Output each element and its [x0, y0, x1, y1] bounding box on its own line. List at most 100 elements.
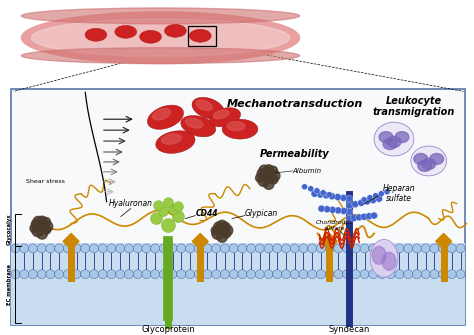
Circle shape — [367, 195, 373, 201]
Circle shape — [173, 202, 183, 212]
Circle shape — [369, 244, 378, 253]
Circle shape — [273, 244, 282, 253]
Circle shape — [377, 270, 386, 279]
Circle shape — [317, 270, 325, 279]
Text: Hyaluronan: Hyaluronan — [109, 199, 153, 208]
Circle shape — [212, 227, 224, 240]
Circle shape — [212, 270, 220, 279]
Ellipse shape — [411, 146, 447, 176]
Ellipse shape — [196, 100, 212, 111]
Circle shape — [301, 184, 308, 190]
Bar — [11, 244, 465, 325]
Circle shape — [64, 270, 73, 279]
Ellipse shape — [395, 132, 409, 143]
Circle shape — [72, 244, 81, 253]
Circle shape — [364, 198, 371, 205]
Circle shape — [203, 270, 212, 279]
Circle shape — [258, 175, 270, 187]
Circle shape — [378, 191, 384, 197]
Ellipse shape — [430, 153, 444, 164]
Circle shape — [264, 244, 273, 253]
Circle shape — [395, 270, 404, 279]
Polygon shape — [192, 233, 208, 249]
Circle shape — [98, 244, 107, 253]
Circle shape — [173, 211, 184, 222]
Circle shape — [20, 244, 28, 253]
Circle shape — [220, 244, 229, 253]
Circle shape — [314, 188, 320, 194]
Text: EC membrane: EC membrane — [7, 264, 12, 305]
Circle shape — [133, 270, 142, 279]
Circle shape — [395, 244, 404, 253]
Circle shape — [238, 244, 247, 253]
Circle shape — [229, 244, 238, 253]
Ellipse shape — [189, 29, 211, 42]
Circle shape — [334, 244, 343, 253]
Circle shape — [151, 213, 163, 224]
Circle shape — [447, 270, 456, 279]
Circle shape — [20, 270, 28, 279]
Circle shape — [351, 244, 360, 253]
Circle shape — [222, 229, 230, 238]
Circle shape — [81, 270, 90, 279]
Circle shape — [194, 270, 203, 279]
Circle shape — [412, 244, 421, 253]
Text: Glycoprotein: Glycoprotein — [142, 325, 195, 334]
Text: Syndecan: Syndecan — [328, 325, 370, 334]
Circle shape — [30, 224, 39, 233]
Circle shape — [308, 186, 314, 192]
Circle shape — [325, 270, 334, 279]
Text: Glycocalyx: Glycocalyx — [7, 214, 12, 245]
Circle shape — [386, 270, 395, 279]
Circle shape — [168, 244, 177, 253]
Circle shape — [430, 270, 439, 279]
Circle shape — [311, 190, 318, 197]
Ellipse shape — [31, 19, 290, 57]
Circle shape — [371, 212, 378, 219]
Ellipse shape — [21, 8, 300, 24]
Circle shape — [323, 192, 329, 199]
Circle shape — [238, 270, 247, 279]
Circle shape — [255, 174, 264, 182]
Circle shape — [299, 270, 308, 279]
Ellipse shape — [164, 24, 186, 37]
Circle shape — [334, 270, 343, 279]
Circle shape — [116, 244, 125, 253]
Ellipse shape — [85, 28, 107, 41]
Circle shape — [269, 171, 280, 181]
Circle shape — [246, 244, 255, 253]
Text: Permeability: Permeability — [260, 149, 329, 159]
Circle shape — [151, 270, 160, 279]
Circle shape — [107, 244, 116, 253]
Circle shape — [217, 232, 227, 242]
Circle shape — [168, 270, 177, 279]
Circle shape — [214, 222, 224, 232]
Ellipse shape — [181, 116, 216, 137]
Circle shape — [151, 244, 160, 253]
Circle shape — [158, 207, 168, 216]
Circle shape — [340, 194, 347, 201]
Ellipse shape — [383, 139, 397, 149]
Circle shape — [438, 270, 447, 279]
Circle shape — [259, 165, 270, 176]
Circle shape — [37, 216, 47, 225]
Circle shape — [404, 244, 413, 253]
Circle shape — [125, 270, 133, 279]
Circle shape — [42, 217, 50, 226]
Circle shape — [177, 270, 186, 279]
Circle shape — [360, 244, 369, 253]
Circle shape — [37, 244, 46, 253]
Circle shape — [325, 244, 334, 253]
FancyBboxPatch shape — [11, 89, 465, 325]
Circle shape — [299, 244, 308, 253]
Circle shape — [116, 270, 125, 279]
Circle shape — [255, 270, 264, 279]
Circle shape — [421, 244, 430, 253]
Ellipse shape — [422, 158, 436, 170]
Circle shape — [81, 244, 90, 253]
Circle shape — [46, 270, 55, 279]
Ellipse shape — [370, 240, 398, 277]
Circle shape — [255, 244, 264, 253]
Circle shape — [421, 270, 430, 279]
Circle shape — [31, 219, 41, 229]
